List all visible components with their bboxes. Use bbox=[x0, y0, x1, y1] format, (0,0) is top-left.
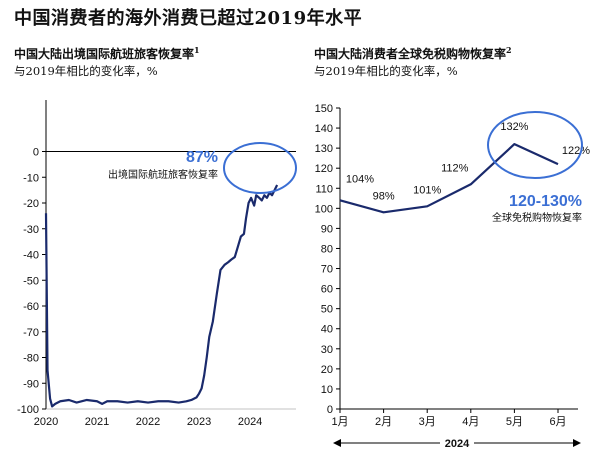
right-annotation-label: 全球免税购物恢复率 bbox=[492, 211, 582, 224]
left-y-tick-label: -50 bbox=[23, 275, 39, 287]
right-annotation-value: 120-130% bbox=[509, 193, 582, 210]
right-chart-footnote-mark: 2 bbox=[506, 45, 512, 55]
right-y-tick-label: 40 bbox=[321, 324, 333, 336]
right-y-tick-label: 60 bbox=[321, 284, 333, 296]
right-data-label: 132% bbox=[500, 121, 528, 133]
right-x-tick-label: 3月 bbox=[419, 416, 436, 428]
left-x-tick-label: 2023 bbox=[187, 416, 211, 428]
right-y-tick-label: 130 bbox=[315, 143, 333, 155]
right-chart-title-text: 中国大陆消费者全球免税购物恢复率 bbox=[314, 47, 507, 61]
left-annotation-label: 出境国际航班旅客恢复率 bbox=[108, 168, 218, 181]
left-x-tick-label: 2021 bbox=[85, 416, 109, 428]
right-y-tick-label: 100 bbox=[315, 203, 333, 215]
left-chart-title: 中国大陆出境国际航班旅客恢复率1 bbox=[14, 45, 200, 62]
left-y-tick-label: -40 bbox=[23, 250, 39, 262]
right-data-label: 122% bbox=[562, 145, 590, 157]
right-y-tick-label: 80 bbox=[321, 243, 333, 255]
left-series-line bbox=[44, 184, 279, 408]
right-x-axis-label: 2024 bbox=[445, 438, 470, 450]
right-y-tick-label: 150 bbox=[315, 103, 333, 115]
left-chart-title-text: 中国大陆出境国际航班旅客恢复率 bbox=[14, 47, 195, 61]
left-annotation-value: 87% bbox=[186, 149, 218, 166]
left-x-tick-label: 2022 bbox=[136, 416, 160, 428]
left-y-tick-label: -60 bbox=[23, 301, 39, 313]
right-y-tick-label: 70 bbox=[321, 264, 333, 276]
right-series-line bbox=[339, 143, 559, 214]
right-y-tick-label: 140 bbox=[315, 123, 333, 135]
left-y-tick-label: -80 bbox=[23, 353, 39, 365]
right-x-axis-label-backdrop bbox=[440, 436, 474, 450]
right-y-tick-label: 20 bbox=[321, 364, 333, 376]
right-y-tick-label: 90 bbox=[321, 223, 333, 235]
right-y-tick-label: 50 bbox=[321, 304, 333, 316]
left-x-tick-label: 2020 bbox=[34, 416, 58, 428]
right-chart-title: 中国大陆消费者全球免税购物恢复率2 bbox=[314, 45, 512, 62]
right-data-label: 104% bbox=[346, 173, 374, 185]
left-y-tick-label: -10 bbox=[23, 172, 39, 184]
left-y-tick-label: -100 bbox=[17, 404, 39, 416]
left-y-tick-label: -90 bbox=[23, 378, 39, 390]
right-data-label: 98% bbox=[373, 190, 395, 202]
right-x-tick-label: 1月 bbox=[331, 416, 348, 428]
left-x-tick-label: 2024 bbox=[238, 416, 262, 428]
right-y-tick-label: 10 bbox=[321, 384, 333, 396]
right-x-tick-label: 5月 bbox=[506, 416, 523, 428]
right-data-label: 101% bbox=[413, 184, 441, 196]
left-highlight-ellipse bbox=[223, 142, 297, 194]
right-y-tick-label: 0 bbox=[327, 404, 333, 416]
right-x-tick-label: 2月 bbox=[375, 416, 392, 428]
right-year-span-left-arrow bbox=[333, 439, 341, 447]
right-y-tick-label: 30 bbox=[321, 344, 333, 356]
right-highlight-ellipse bbox=[487, 111, 583, 179]
left-chart-subtitle: 与2019年相比的变化率，% bbox=[14, 64, 158, 78]
right-data-label: 112% bbox=[441, 162, 469, 174]
right-chart-subtitle: 与2019年相比的变化率，% bbox=[314, 64, 458, 78]
right-x-tick-label: 4月 bbox=[462, 416, 479, 428]
left-y-tick-label: -20 bbox=[23, 198, 39, 210]
right-x-tick-label: 6月 bbox=[549, 416, 566, 428]
left-y-tick-label: -30 bbox=[23, 224, 39, 236]
right-y-tick-label: 120 bbox=[315, 163, 333, 175]
right-y-tick-label: 110 bbox=[315, 183, 333, 195]
left-chart-footnote-mark: 1 bbox=[194, 45, 200, 55]
left-y-tick-label: -70 bbox=[23, 327, 39, 339]
left-y-tick-label: 0 bbox=[33, 147, 39, 159]
main-title: 中国消费者的海外消费已超过2019年水平 bbox=[14, 8, 363, 29]
right-year-span-right-arrow bbox=[573, 439, 581, 447]
